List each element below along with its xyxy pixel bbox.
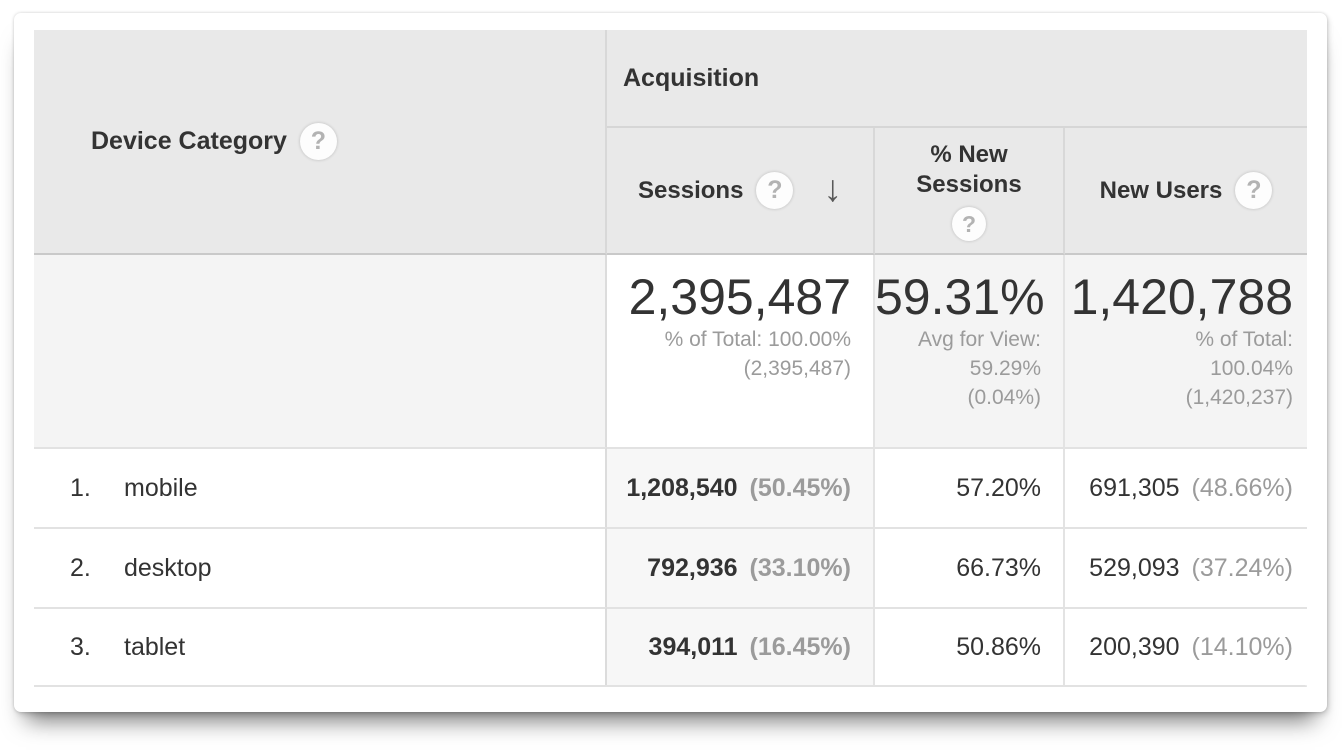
column-header-sessions[interactable]: Sessions ? ↓ [607,128,875,255]
row-index: 3. [70,632,91,661]
help-icon[interactable]: ? [952,207,986,241]
new-users-total-subtext: 100.04% [1210,357,1293,380]
device-label: desktop [124,553,212,582]
new-users-cell: 529,093 (37.24%) [1065,527,1307,607]
table-row-dimension-desktop: 2. desktop [34,527,607,607]
column-header-device-category: Device Category ? [34,30,607,255]
sort-descending-arrow-icon: ↓ [823,168,842,209]
help-glyph: ? [310,127,327,155]
pct-new-sessions-label-line2: Sessions [916,171,1022,198]
sessions-value: 394,011 [648,632,738,661]
table-row-dimension-tablet: 3. tablet [34,607,607,685]
sessions-cell: 394,011 (16.45%) [607,607,875,685]
column-header-new-users[interactable]: New Users ? [1065,128,1307,255]
report-card: Device Category ? Acquisition Sessions ?… [14,13,1327,712]
new-users-value: 200,390 [1089,632,1180,661]
table-row-dimension-mobile: 1. mobile [34,447,607,527]
pct-new-sessions-cell: 50.86% [875,607,1065,685]
pct-new-sessions-avg-subtext: Avg for View: [918,328,1041,351]
summary-cell-sessions: 2,395,487 % of Total: 100.00% (2,395,487… [607,255,875,447]
help-glyph: ? [961,211,977,237]
row-index: 1. [70,473,91,502]
sessions-header-label: Sessions [638,176,744,204]
pct-new-sessions-avg-value: 59.31% [875,269,1045,325]
pct-new-sessions-value: 57.20% [956,473,1041,502]
help-glyph: ? [1246,176,1262,204]
summary-cell-pct-new-sessions: 59.31% Avg for View: 59.29% (0.04%) [875,255,1065,447]
device-label: tablet [124,632,186,661]
sessions-share: (33.10%) [749,553,851,582]
new-users-cell: 200,390 (14.10%) [1065,607,1307,685]
help-icon[interactable]: ? [299,123,337,160]
device-category-table: Device Category ? Acquisition Sessions ?… [34,30,1307,687]
sessions-cell: 792,936 (33.10%) [607,527,875,607]
new-users-value: 529,093 [1089,553,1180,582]
help-icon[interactable]: ? [756,172,794,209]
pct-new-sessions-label-line1: % New [930,141,1008,168]
new-users-cell: 691,305 (48.66%) [1065,447,1307,527]
new-users-total-subtext: % of Total: [1195,328,1293,351]
new-users-share: (14.10%) [1191,632,1293,661]
new-users-share: (37.24%) [1191,553,1293,582]
summary-cell-new-users: 1,420,788 % of Total: 100.04% (1,420,237… [1065,255,1307,447]
new-users-header-label: New Users [1099,176,1223,204]
sessions-cell: 1,208,540 (50.45%) [607,447,875,527]
new-users-value: 691,305 [1089,473,1180,502]
new-users-total-subtext: (1,420,237) [1185,386,1293,409]
sessions-total-value: 2,395,487 [628,269,851,325]
help-glyph: ? [767,176,783,204]
pct-new-sessions-cell: 66.73% [875,527,1065,607]
sessions-share: (16.45%) [749,632,851,661]
acquisition-label: Acquisition [623,63,760,92]
sessions-total-subtext: (2,395,487) [743,357,851,380]
sessions-value: 792,936 [647,553,738,582]
summary-cell-device-category [34,255,607,447]
row-index: 2. [70,553,91,582]
sessions-value: 1,208,540 [626,473,738,502]
group-header-acquisition: Acquisition [607,30,1307,128]
device-label: mobile [124,473,198,502]
device-category-label: Device Category [91,127,287,155]
pct-new-sessions-avg-subtext: (0.04%) [967,386,1041,409]
new-users-share: (48.66%) [1191,473,1293,502]
pct-new-sessions-value: 66.73% [956,553,1041,582]
pct-new-sessions-value: 50.86% [956,632,1041,661]
column-header-pct-new-sessions[interactable]: % New Sessions ? [875,128,1065,255]
pct-new-sessions-cell: 57.20% [875,447,1065,527]
help-icon[interactable]: ? [1235,172,1273,209]
new-users-total-value: 1,420,788 [1070,269,1293,325]
sessions-total-subtext: % of Total: 100.00% [664,328,851,351]
pct-new-sessions-avg-subtext: 59.29% [969,357,1041,380]
sessions-share: (50.45%) [749,473,851,502]
